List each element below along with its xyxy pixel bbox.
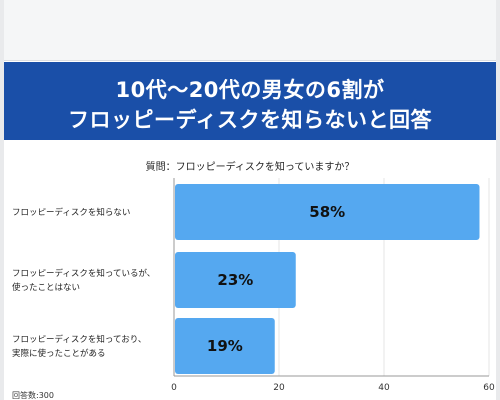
- title-banner: 10代〜20代の男女の6割が フロッピーディスクを知らないと回答: [4, 62, 496, 140]
- bar-0: [175, 184, 480, 240]
- respondent-count: 回答数:300: [12, 391, 54, 400]
- x-tick-label-1: 20: [273, 383, 285, 393]
- article-card: 10代〜20代の男女の6割が フロッピーディスクを知らないと回答 質問：フロッピ…: [4, 0, 496, 400]
- value-label-1: 23%: [217, 271, 253, 289]
- category-label-1-1: 使ったことはない: [12, 282, 80, 293]
- category-label-2-1: 実際に使ったことがある: [12, 348, 106, 359]
- top-bar: [4, 0, 496, 61]
- category-label-1-0: フロッピーディスクを知っているが、: [12, 268, 155, 279]
- x-tick-label-3: 60: [483, 383, 495, 393]
- bar-chart: 58% フロッピーディスクを知らない 23% フロッピーディスクを知っているが、使った…: [12, 178, 495, 393]
- category-label-0-0: フロッピーディスクを知らない: [12, 207, 130, 218]
- bar-1: [175, 252, 296, 308]
- category-label-2-0: フロッピーディスクを知っており、: [12, 334, 146, 345]
- title-line-1: 10代〜20代の男女の6割が: [115, 78, 385, 102]
- title-line-2: フロッピーディスクを知らないと回答: [67, 108, 433, 132]
- value-label-2: 19%: [207, 337, 243, 355]
- bar-2: [175, 318, 275, 374]
- x-tick-label-2: 40: [378, 383, 390, 393]
- x-tick-label-0: 0: [171, 383, 177, 393]
- chart-question: 質問：フロッピーディスクを知っていますか？: [145, 162, 355, 173]
- value-label-0: 58%: [309, 203, 345, 221]
